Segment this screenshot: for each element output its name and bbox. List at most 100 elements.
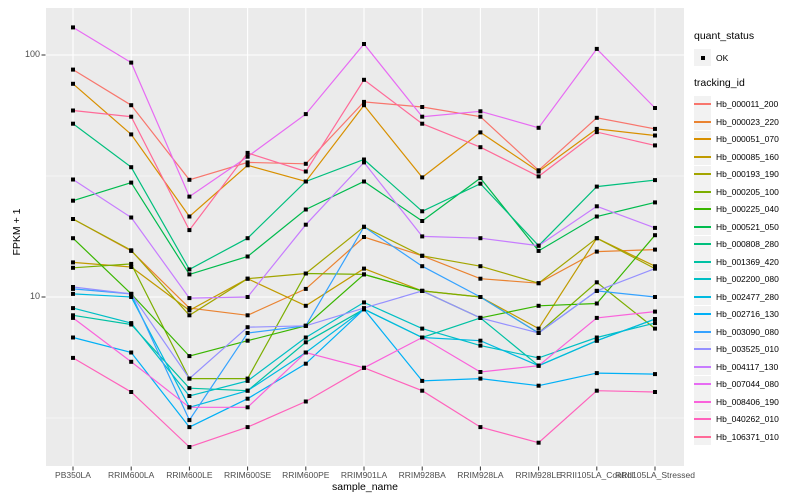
data-point [187,425,192,430]
data-point [71,108,75,113]
data-point [362,103,366,108]
x-tick-label: RRIM901LA [341,470,410,480]
legend-item-label: Hb_008406_190 [716,396,779,407]
x-tick-label: RRIM928BA [399,470,469,480]
legend-item-Hb_000521_050: Hb_000521_050 [694,218,800,236]
data-point [187,194,192,199]
legend-item-Hb_000808_280: Hb_000808_280 [694,235,800,254]
data-point [653,321,657,326]
legend-key-box [694,235,711,253]
data-point [245,396,250,401]
data-point [478,109,483,114]
data-point [245,160,250,165]
data-point [71,313,75,318]
legend-key-box [694,113,711,131]
legend-item-Hb_000205_100: Hb_000205_100 [694,183,800,201]
data-point [478,343,483,348]
data-point [71,81,75,86]
data-point [420,378,425,383]
data-point [71,67,75,72]
data-point [420,209,425,214]
data-point [245,405,250,410]
data-point [362,300,366,305]
data-point [478,236,483,241]
x-tick-label-text: RRIM928BA [398,470,446,480]
data-point [536,243,541,248]
data-point [478,176,483,181]
legend-title-tracking-id: tracking_id [694,76,745,89]
data-point [653,106,657,110]
data-point [362,272,366,277]
legend-key-box [694,375,711,393]
data-point [478,425,483,430]
legend-swatch-line [694,190,711,193]
data-point [303,323,308,328]
data-point [478,114,483,119]
data-point [478,376,483,381]
data-point [303,286,308,291]
data-point [71,25,75,30]
data-point [653,126,657,131]
data-point [187,306,192,311]
legend-item-label: Hb_004117_130 [716,361,779,372]
data-point [129,265,134,269]
data-point [71,285,75,289]
legend-panel: quant_status OK tracking_id Hb_000011_20… [694,30,800,446]
data-point [71,260,75,265]
data-point [303,340,308,345]
legend-swatch-line [694,348,711,351]
y-tick-label-100: 100 [24,49,40,59]
data-point [245,331,250,335]
data-point [245,154,250,159]
data-point [653,133,657,138]
legend-item-ok: OK [694,49,800,67]
x-tick-label: RRII105LA_Stressed [615,470,735,480]
legend-swatch-line [694,383,711,386]
data-point [187,308,192,313]
x-tick-label: RRIM928LE [515,470,585,480]
legend-item-Hb_000193_190: Hb_000193_190 [694,165,800,184]
data-point [594,301,599,306]
legend-item-Hb_000011_200: Hb_000011_200 [694,95,800,114]
legend-item-label: Hb_000521_050 [716,221,779,232]
data-point [129,215,134,220]
legend-item-label: Hb_040262_010 [716,414,779,425]
legend-key-box [694,218,711,236]
data-point [653,143,657,148]
data-point [478,181,483,186]
data-point [653,200,657,205]
x-tick-label: RRIM600SE [224,470,295,480]
data-point [478,370,483,374]
data-point [71,355,75,360]
ok-marker-icon [700,55,705,60]
legend-swatch-line [694,260,711,263]
legend-item-label: Hb_000023_220 [716,116,779,127]
data-point [653,233,657,238]
legend-swatch-line [694,313,711,316]
x-tick-label: RRIM600LE [166,470,235,480]
legend-item-label: Hb_003525_010 [716,344,779,355]
data-point [420,219,425,223]
data-point [129,359,134,364]
data-point [594,184,599,189]
data-point [245,236,250,241]
legend-swatch-line [694,173,711,176]
legend-key-box [694,270,711,288]
data-point [478,145,483,150]
data-point [594,338,599,343]
x-tick-label: RRIM600PE [282,470,353,480]
x-tick-label-text: RRIM928LE [515,470,562,480]
data-point [245,150,250,155]
legend-swatch-line [694,278,711,281]
x-tick-label-text: RRIM600SE [223,470,272,480]
x-tick-label: RRII105LA_Control [560,470,671,480]
legend-swatch-line [694,435,711,438]
data-point [71,335,75,340]
x-tick-label-text: RRIM600PE [282,470,330,480]
legend-item-Hb_106371_010: Hb_106371_010 [694,428,800,446]
legend-key-box [694,340,711,358]
ok-key-box [694,49,711,67]
legend-swatch-line [694,225,711,228]
data-point [420,326,425,331]
legend-item-label: Hb_000085_160 [716,151,779,162]
